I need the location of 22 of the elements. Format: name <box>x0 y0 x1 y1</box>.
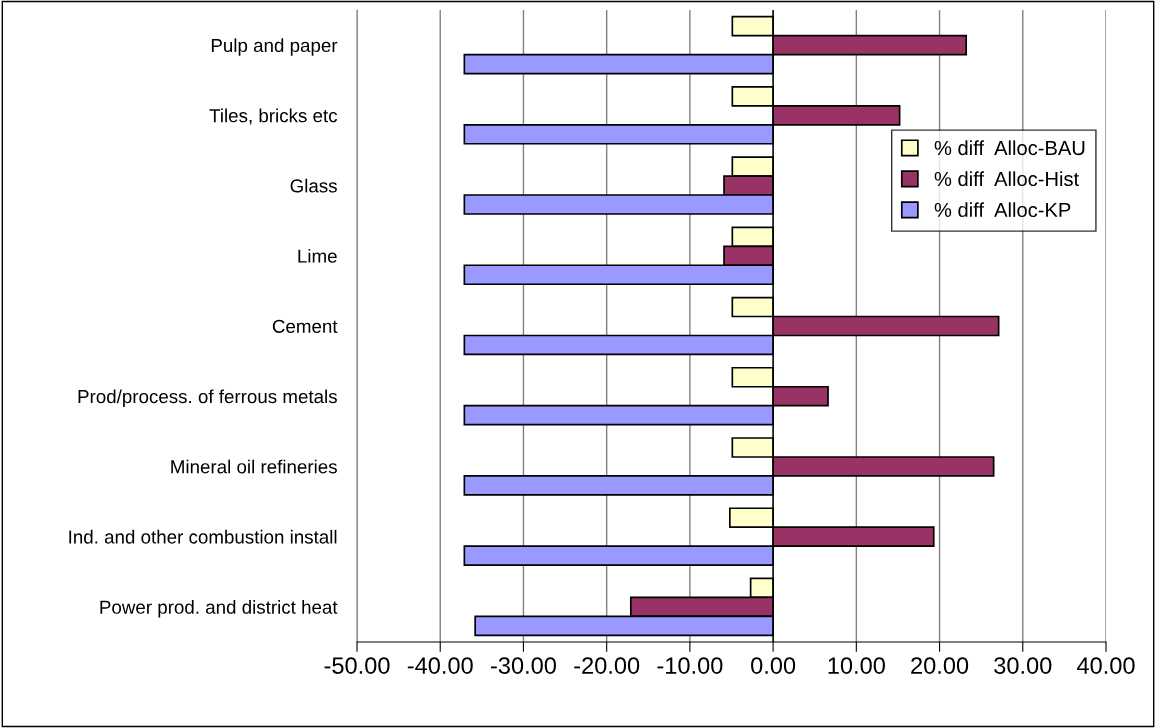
y-tick-label: Tiles, bricks etc <box>209 108 338 125</box>
y-tick-label: Prod/process. of ferrous metals <box>78 389 337 407</box>
y-tick-label: Glass <box>290 178 337 193</box>
y-tick-label: Lime <box>298 248 337 263</box>
x-tick-label: -40.00 <box>407 657 473 674</box>
legend-label: % diff Alloc-KP <box>934 202 1071 218</box>
y-tick-label: Mineral oil refineries <box>171 459 337 474</box>
x-tick-label: 0.00 <box>751 657 796 674</box>
x-tick-label: 40.00 <box>1077 657 1135 674</box>
x-tick-label: 30.00 <box>994 657 1052 674</box>
legend-label: % diff Alloc-Hist <box>934 171 1079 187</box>
legend-label: % diff Alloc-BAU <box>934 140 1085 156</box>
y-tick-label: Cement <box>272 319 338 333</box>
x-tick-label: -50.00 <box>324 657 390 674</box>
y-tick-label: Ind. and other combustion install <box>69 529 337 544</box>
x-tick-label: 10.00 <box>828 657 885 674</box>
x-tick-label: 20.00 <box>911 657 969 674</box>
y-tick-label: Power prod. and district heat <box>100 600 338 618</box>
x-tick-label: -30.00 <box>491 657 556 674</box>
x-tick-label: -10.00 <box>657 657 723 674</box>
y-tick-label: Pulp and paper <box>211 38 338 56</box>
x-tick-label: -20.00 <box>574 657 640 674</box>
